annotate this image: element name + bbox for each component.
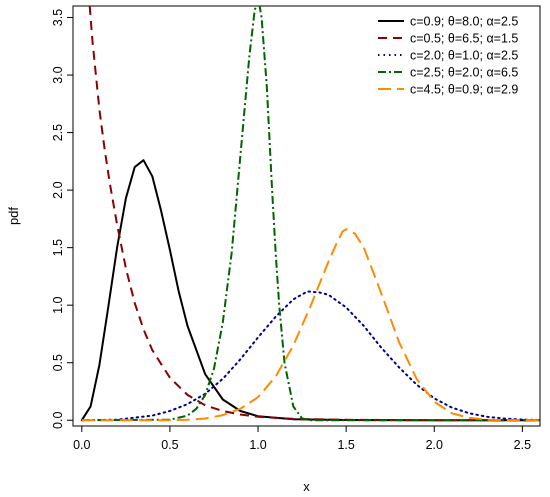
- y-axis: 0.0 0.5 1.0 1.5 2.0 2.5 3.0 3.5: [51, 9, 73, 429]
- y-axis-title: pdf: [6, 207, 21, 225]
- legend-label-3: c=2.0; θ=1.0; α=2.5: [410, 49, 518, 63]
- x-tick-label: 2.0: [426, 438, 443, 452]
- x-tick-label: 0.0: [73, 438, 90, 452]
- series-line-4: [81, 6, 540, 422]
- y-tick-label: 3.5: [51, 9, 65, 26]
- x-tick-label: 1.0: [249, 438, 266, 452]
- legend-label-2: c=0.5; θ=6.5; α=1.5: [410, 32, 518, 46]
- series-line-5: [81, 228, 540, 422]
- legend-label-5: c=4.5; θ=0.9; α=2.9: [410, 83, 518, 97]
- series-group: [80, 6, 540, 422]
- y-tick-label: 1.0: [51, 296, 65, 313]
- series-line-2: [88, 6, 540, 422]
- series-line-3: [80, 290, 540, 422]
- legend-label-1: c=0.9; θ=8.0; α=2.5: [410, 15, 518, 29]
- x-tick-label: 2.5: [514, 438, 531, 452]
- y-tick-label: 1.5: [51, 239, 65, 256]
- plot-frame: [72, 5, 541, 427]
- plot-area: [72, 5, 541, 427]
- x-axis: 0.0 0.5 1.0 1.5 2.0 2.5: [73, 426, 531, 452]
- legend: c=0.9; θ=8.0; α=2.5 c=0.5; θ=6.5; α=1.5 c=…: [378, 15, 518, 97]
- y-tick-label: 0.0: [51, 412, 65, 429]
- y-tick-label: 0.5: [51, 354, 65, 371]
- y-tick-label: 2.5: [51, 124, 65, 141]
- x-axis-title: x: [303, 479, 310, 494]
- series-line-1: [80, 159, 540, 422]
- x-tick-label: 0.5: [161, 438, 178, 452]
- y-tick-label: 2.0: [51, 181, 65, 198]
- x-tick-label: 1.5: [337, 438, 354, 452]
- y-tick-label: 3.0: [51, 66, 65, 83]
- legend-label-4: c=2.5; θ=2.0; α=6.5: [410, 66, 518, 80]
